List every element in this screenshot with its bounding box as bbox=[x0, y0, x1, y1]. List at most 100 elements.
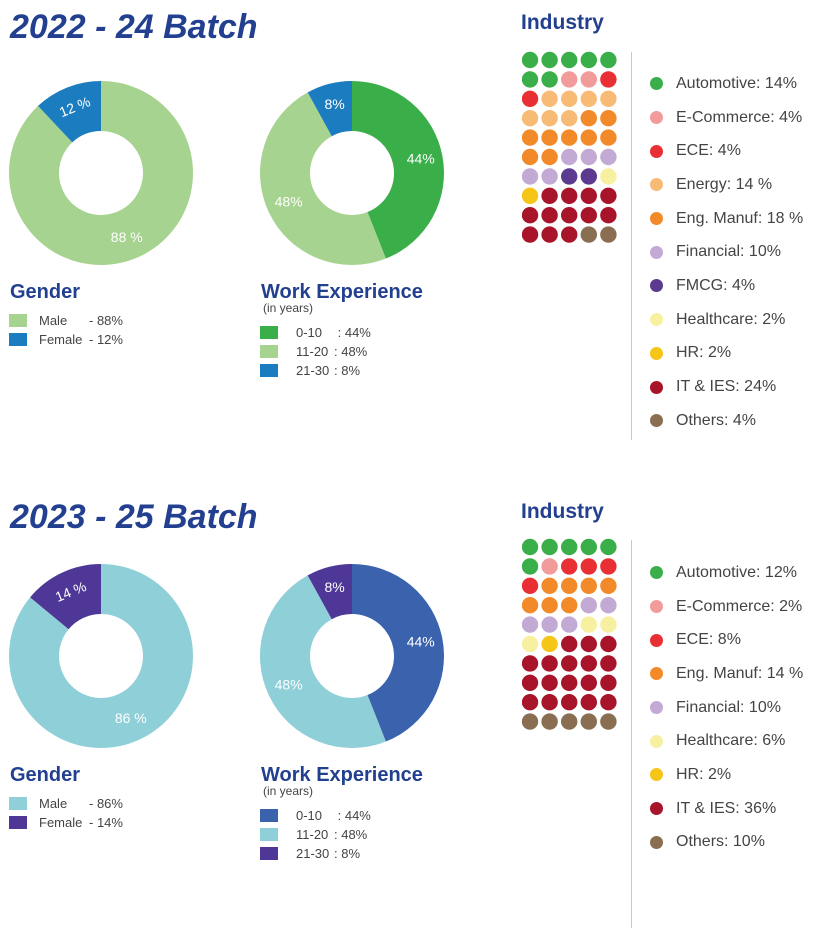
legend-value: : 48% bbox=[334, 344, 368, 359]
work-experience-slice-21-30 bbox=[307, 81, 352, 137]
waffle-dot-fmcg bbox=[561, 168, 578, 185]
industry-legend: Automotive: 12% E-Commerce: 2% ECE: 8% Eng.… bbox=[650, 556, 803, 859]
legend-item-0-10: 0-10 : 44% bbox=[260, 806, 371, 825]
waffle-dot-engmanuf bbox=[522, 129, 539, 146]
legend-label: Others: 10% bbox=[676, 833, 765, 851]
waffle-dot-automotive bbox=[600, 51, 617, 69]
legend-dot bbox=[650, 111, 663, 125]
waffle-dot-ece bbox=[522, 577, 539, 594]
industry-legend-item: Eng. Manuf: 14 % bbox=[650, 657, 803, 691]
waffle-dot-healthcare bbox=[580, 616, 597, 633]
industry-legend-item: HR: 2% bbox=[650, 758, 803, 792]
waffle-dot-it bbox=[522, 674, 539, 691]
work-experience-sublabel: (in years) bbox=[263, 784, 314, 798]
waffle-dot-it bbox=[600, 635, 617, 653]
waffle-dot-it bbox=[561, 207, 578, 224]
work-experience-label: Work Experience bbox=[261, 764, 423, 786]
gender-legend: Male - 88% Female - 12% bbox=[9, 311, 123, 349]
legend-label: FMCG: 4% bbox=[676, 276, 756, 294]
waffle-dot-automotive bbox=[522, 71, 539, 88]
waffle-dot-hr bbox=[541, 635, 558, 653]
batch-title: 2023 - 25 Batch bbox=[10, 498, 258, 536]
waffle-dot-it bbox=[541, 655, 558, 672]
legend-dot bbox=[650, 667, 663, 681]
legend-item-male: Male - 86% bbox=[9, 794, 123, 813]
waffle-dot-it bbox=[561, 674, 578, 691]
gender-slice-female bbox=[30, 564, 102, 630]
waffle-dot-engmanuf bbox=[541, 577, 558, 594]
legend-name: 11-20 bbox=[296, 344, 329, 359]
waffle-dot-it bbox=[522, 226, 539, 243]
waffle-dot-it bbox=[541, 694, 558, 711]
waffle-dot-it bbox=[600, 207, 617, 224]
legend-label: Healthcare: 2% bbox=[676, 310, 786, 328]
waffle-dot-energy bbox=[561, 110, 578, 127]
waffle-dot-engmanuf bbox=[600, 129, 617, 146]
divider bbox=[631, 540, 632, 928]
waffle-dot-it bbox=[600, 674, 617, 691]
legend-value: - 86% bbox=[89, 796, 123, 811]
legend-swatch bbox=[260, 364, 278, 377]
waffle-dot-financial bbox=[600, 148, 617, 166]
waffle-dot-engmanuf bbox=[600, 577, 617, 594]
legend-item-male: Male - 88% bbox=[9, 311, 123, 330]
work-experience-legend: 0-10 : 44% 11-20 : 48% 21-30 : 8% bbox=[260, 323, 371, 380]
work-experience-slice-label: 8% bbox=[324, 579, 344, 595]
waffle-dot-automotive bbox=[522, 558, 539, 575]
legend-value: : 8% bbox=[334, 846, 361, 861]
waffle-dot-it bbox=[600, 187, 617, 204]
waffle-dot-it bbox=[561, 694, 578, 711]
waffle-dot-financial bbox=[541, 168, 558, 185]
waffle-dot-others bbox=[561, 713, 578, 730]
legend-swatch bbox=[260, 828, 278, 841]
waffle-dot-energy bbox=[580, 90, 597, 107]
legend-dot bbox=[650, 734, 663, 748]
waffle-dot-ece bbox=[600, 71, 617, 88]
industry-legend-item: IT & IES: 24% bbox=[650, 370, 803, 404]
legend-swatch bbox=[260, 326, 278, 339]
legend-dot bbox=[650, 178, 663, 192]
waffle-dot-it bbox=[522, 655, 539, 672]
waffle-dot-it bbox=[561, 226, 578, 243]
work-experience-slice-label: 48% bbox=[275, 677, 303, 693]
industry-legend: Automotive: 14% E-Commerce: 4% ECE: 4% Ener… bbox=[650, 67, 803, 438]
gender-label: Gender bbox=[10, 281, 81, 303]
legend-label: Financial: 10% bbox=[676, 698, 781, 716]
work-experience-sublabel: (in years) bbox=[263, 301, 314, 315]
legend-label: IT & IES: 24% bbox=[676, 378, 777, 396]
industry-title: Industry bbox=[521, 500, 604, 523]
legend-dot bbox=[650, 346, 663, 360]
legend-dot bbox=[650, 835, 663, 849]
legend-item-21-30: 21-30 : 8% bbox=[260, 361, 371, 380]
industry-legend-item: Eng. Manuf: 18 % bbox=[650, 202, 803, 236]
legend-value: - 12% bbox=[89, 332, 123, 347]
work-experience-slice-label: 44% bbox=[407, 634, 435, 650]
waffle-dot-others bbox=[580, 226, 597, 243]
waffle-dot-engmanuf bbox=[541, 148, 558, 166]
work-experience-slice-label: 8% bbox=[324, 96, 344, 112]
work-experience-slice-0-10 bbox=[352, 81, 445, 259]
legend-dot bbox=[650, 802, 663, 816]
industry-legend-item: ECE: 8% bbox=[650, 623, 803, 657]
legend-item-female: Female - 14% bbox=[9, 813, 123, 832]
legend-dot bbox=[650, 701, 663, 715]
legend-name: Male bbox=[39, 313, 68, 328]
waffle-dot-it bbox=[541, 207, 558, 224]
waffle-dot-engmanuf bbox=[580, 129, 597, 146]
waffle-dot-it bbox=[561, 187, 578, 204]
waffle-dot-engmanuf bbox=[522, 148, 539, 166]
industry-legend-item: E-Commerce: 2% bbox=[650, 590, 803, 624]
waffle-dot-it bbox=[580, 187, 597, 204]
legend-name: 21-30 bbox=[296, 363, 330, 378]
gender-slice-male bbox=[8, 81, 194, 265]
waffle-dot-it bbox=[580, 674, 597, 691]
legend-label: Automotive: 14% bbox=[676, 74, 797, 92]
waffle-dot-it bbox=[522, 207, 539, 224]
waffle-dot-others bbox=[600, 226, 617, 243]
legend-value: - 88% bbox=[89, 313, 123, 328]
waffle-dot-it bbox=[580, 635, 597, 653]
waffle-dot-automotive bbox=[541, 71, 558, 88]
waffle-dot-others bbox=[522, 713, 539, 730]
batch-title: 2022 - 24 Batch bbox=[10, 8, 258, 46]
waffle-dot-financial bbox=[522, 168, 539, 185]
